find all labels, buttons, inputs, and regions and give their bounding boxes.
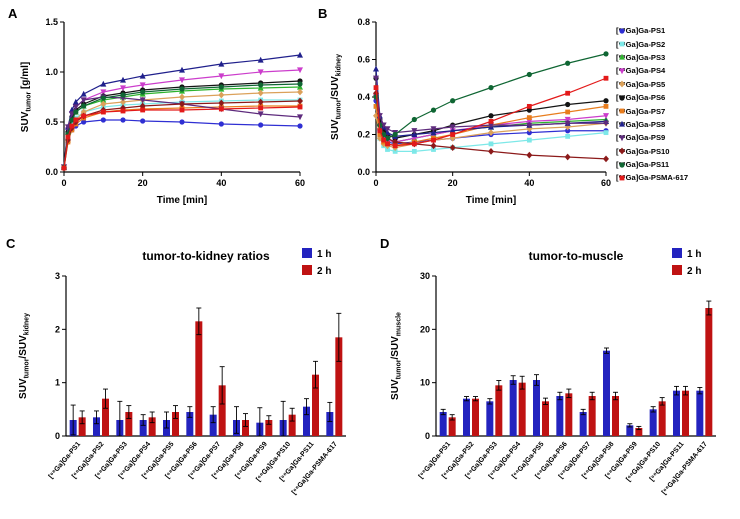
panel-d-label: D <box>380 236 390 251</box>
svg-text:Time [min]: Time [min] <box>157 195 207 206</box>
svg-text:SUVtumor/SUVmuscle: SUVtumor/SUVmuscle <box>390 312 402 400</box>
svg-text:tumor-to-kidney ratios: tumor-to-kidney ratios <box>142 249 270 263</box>
svg-text:20: 20 <box>420 324 430 334</box>
svg-text:20: 20 <box>448 178 458 188</box>
svg-text:1 h: 1 h <box>317 249 331 260</box>
legend-label: [⁶⁸Ga]Ga-PS1 <box>616 26 666 36</box>
panel-b-line-chart: 0 20 40 60 0.0 0.2 0.4 0.6 0.8 Time [min] SUVtumor… <box>330 17 611 206</box>
legend-marker-icon <box>619 68 625 75</box>
legend-label: [⁶⁸Ga]Ga-PS3 <box>616 52 666 62</box>
svg-text:40: 40 <box>524 178 534 188</box>
svg-text:3: 3 <box>55 271 60 281</box>
svg-text:40: 40 <box>216 178 226 188</box>
legend-marker-icon <box>619 161 625 168</box>
svg-text:0.5: 0.5 <box>45 117 58 127</box>
svg-text:Time [min]: Time [min] <box>466 195 516 206</box>
legend-item: [⁶⁸Ga]Ga-PS7 <box>616 104 740 117</box>
legend-label: [⁶⁸Ga]Ga-PS9 <box>616 133 666 143</box>
legend-label: [⁶⁸Ga]Ga-PS2 <box>616 39 666 49</box>
legend-label: [⁶⁸Ga]Ga-PS11 <box>616 160 670 170</box>
legend-item: [⁶⁸Ga]Ga-PS9 <box>616 131 740 144</box>
svg-text:2 h: 2 h <box>317 266 331 277</box>
svg-text:20: 20 <box>138 178 148 188</box>
svg-text:tumor-to-muscle: tumor-to-muscle <box>529 249 624 263</box>
svg-text:0: 0 <box>61 178 66 188</box>
legend-item: [⁶⁸Ga]Ga-PS10 <box>616 145 740 158</box>
svg-text:SUVtumor/SUVkidney: SUVtumor/SUVkidney <box>330 54 342 140</box>
svg-text:0: 0 <box>55 431 60 441</box>
legend-item: [⁶⁸Ga]Ga-PS3 <box>616 51 740 64</box>
legend-item: [⁶⁸Ga]Ga-PS2 <box>616 37 740 50</box>
legend-label: [⁶⁸Ga]Ga-PS5 <box>616 79 666 89</box>
svg-text:0.2: 0.2 <box>357 130 370 140</box>
svg-text:1.5: 1.5 <box>45 17 58 27</box>
svg-text:1 h: 1 h <box>687 249 701 260</box>
legend-item: [⁶⁸Ga]Ga-PS4 <box>616 64 740 77</box>
legend-marker-icon <box>619 135 625 142</box>
panel-a-line-chart: 0 20 40 60 0.0 0.5 1.0 1.5 Time [min] SUVtumor [g… <box>20 17 305 206</box>
svg-text:0.0: 0.0 <box>357 167 370 177</box>
legend-item: [⁶⁸Ga]Ga-PS6 <box>616 91 740 104</box>
svg-text:0.4: 0.4 <box>357 92 370 102</box>
svg-text:10: 10 <box>420 378 430 388</box>
svg-text:60: 60 <box>295 178 305 188</box>
svg-text:0.0: 0.0 <box>45 167 58 177</box>
legend-item: [⁶⁸Ga]Ga-PS1 <box>616 24 740 37</box>
legend-marker-icon <box>619 121 625 128</box>
legend-item: [⁶⁸Ga]Ga-PS11 <box>616 158 740 171</box>
svg-text:2 h: 2 h <box>687 266 701 277</box>
panel-c-bar-chart: tumor-to-kidney ratios 0 1 2 3 SUVtumor/SUVki… <box>18 248 346 496</box>
svg-text:[⁶⁸Ga]Ga-PSMA-617: [⁶⁸Ga]Ga-PSMA-617 <box>661 441 709 496</box>
legend-label: [⁶⁸Ga]Ga-PS7 <box>616 106 666 116</box>
series-legend: [⁶⁸Ga]Ga-PS1 [⁶⁸Ga]Ga-PS2 [⁶⁸Ga]Ga-PS3 [⁶⁸G… <box>616 24 740 185</box>
legend-label: [⁶⁸Ga]Ga-PS4 <box>616 66 666 76</box>
svg-text:0.6: 0.6 <box>357 55 370 65</box>
svg-text:0: 0 <box>373 178 378 188</box>
panel-b-label: B <box>318 6 328 21</box>
panel-a-label: A <box>8 6 18 21</box>
legend-item: [⁶⁸Ga]Ga-PSMA-617 <box>616 171 740 184</box>
svg-text:30: 30 <box>420 271 430 281</box>
legend-marker-icon <box>619 28 625 34</box>
legend-marker-icon <box>619 41 625 47</box>
svg-text:60: 60 <box>601 178 611 188</box>
svg-text:1.0: 1.0 <box>45 67 58 77</box>
legend-label: [⁶⁸Ga]Ga-PS8 <box>616 119 666 129</box>
legend-marker-icon <box>619 147 625 155</box>
legend-label: [⁶⁸Ga]Ga-PS6 <box>616 93 666 103</box>
svg-text:1: 1 <box>55 378 60 388</box>
legend-marker-icon <box>619 108 625 114</box>
legend-marker-icon <box>619 80 625 88</box>
panel-c-label: C <box>6 236 16 251</box>
panel-d-bar-chart: tumor-to-muscle 0 10 20 30 SUVtumor/SUVmuscle… <box>390 248 716 496</box>
svg-text:0: 0 <box>425 431 430 441</box>
svg-text:SUVtumor [g/ml]: SUVtumor [g/ml] <box>20 62 32 132</box>
svg-text:2: 2 <box>55 324 60 334</box>
legend-item: [⁶⁸Ga]Ga-PS8 <box>616 118 740 131</box>
legend-marker-icon <box>619 54 625 61</box>
legend-label: [⁶⁸Ga]Ga-PS10 <box>616 146 670 156</box>
legend-marker-icon <box>619 95 625 101</box>
svg-text:0.8: 0.8 <box>357 17 370 27</box>
legend-marker-icon <box>619 175 625 181</box>
legend-label: [⁶⁸Ga]Ga-PSMA-617 <box>616 173 689 183</box>
svg-text:[⁶⁸Ga]Ga-PSMA-617: [⁶⁸Ga]Ga-PSMA-617 <box>291 441 339 496</box>
svg-text:SUVtumor/SUVkidney: SUVtumor/SUVkidney <box>18 313 30 399</box>
legend-item: [⁶⁸Ga]Ga-PS5 <box>616 78 740 91</box>
